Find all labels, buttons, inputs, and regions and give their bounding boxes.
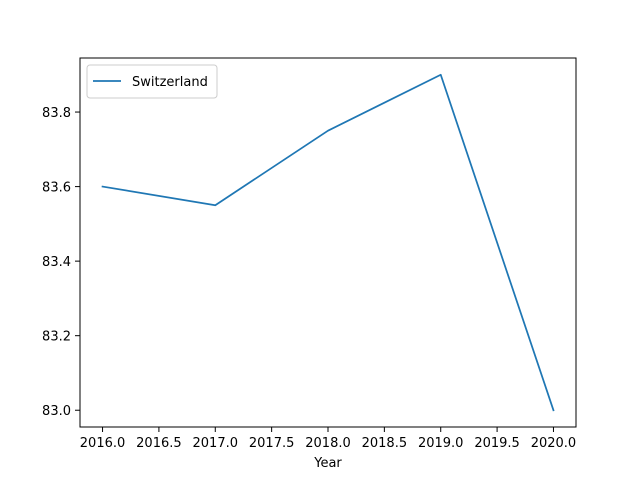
x-tick-label: 2020.0 — [531, 436, 577, 451]
x-tick-label: 2019.5 — [474, 436, 520, 451]
plot-layer — [101, 73, 555, 412]
y-tick-label: 83.2 — [42, 330, 71, 345]
x-axis-label: Year — [313, 456, 342, 471]
y-tick-label: 83.6 — [42, 181, 71, 196]
y-tick-label: 83.4 — [42, 255, 71, 270]
y-tick-label: 83.8 — [42, 106, 71, 121]
series-line — [101, 73, 555, 412]
y-axis: 83.0 83.2 83.4 83.6 83.8 — [42, 106, 80, 419]
x-tick-label: 2019.0 — [418, 436, 464, 451]
x-axis: 2016.0 2016.5 2017.0 2017.5 2018.0 2018.5 2019… — [80, 427, 576, 451]
x-tick-label: 2017.0 — [193, 436, 239, 451]
x-tick-label: 2017.5 — [249, 436, 295, 451]
legend-box — [86, 64, 218, 99]
x-tick-label: 2018.5 — [362, 436, 408, 451]
legend-label: Switzerland — [132, 75, 208, 90]
y-tick-label: 83.0 — [42, 404, 71, 419]
x-tick-label: 2016.5 — [136, 436, 182, 451]
legend: Switzerland — [86, 64, 218, 99]
x-tick-label: 2016.0 — [80, 436, 126, 451]
x-tick-label: 2018.0 — [305, 436, 351, 451]
